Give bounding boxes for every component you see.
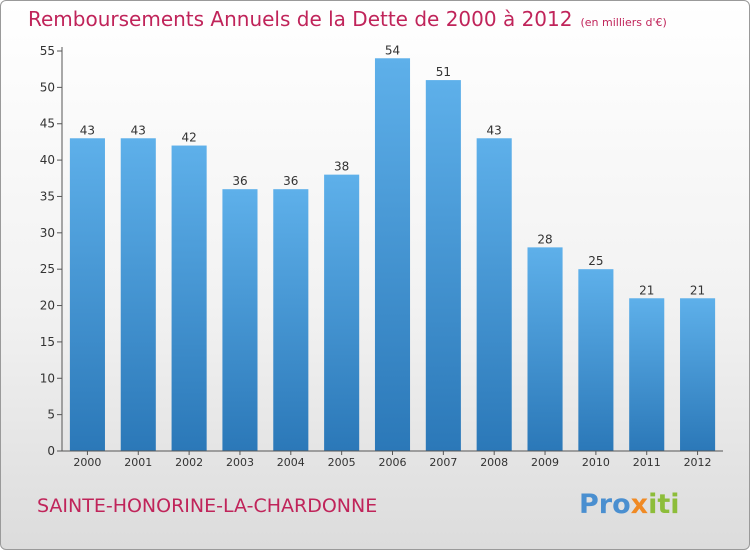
y-tick-label-25: 25 (40, 262, 55, 276)
y-tick-label-0: 0 (47, 444, 55, 458)
bar-2010 (578, 269, 614, 451)
y-tick-label-35: 35 (40, 189, 55, 203)
bar-2011 (629, 298, 665, 451)
data-label-2000: 43 (80, 123, 95, 137)
bar-2003 (222, 189, 258, 451)
data-label-2009: 28 (537, 232, 552, 246)
data-label-2010: 25 (588, 254, 603, 268)
bar-2002 (171, 145, 207, 451)
commune-name: SAINTE-HONORINE-LA-CHARDONNE (37, 495, 378, 517)
proxiti-logo: Proxiti (579, 489, 680, 520)
bar-2007 (425, 80, 461, 451)
bar-2005 (324, 174, 360, 452)
y-tick-label-30: 30 (40, 226, 55, 240)
bar-2000 (69, 138, 105, 452)
bar-2012 (680, 298, 716, 451)
bar-2001 (120, 138, 156, 452)
x-tick-label-2008: 2008 (480, 456, 508, 469)
x-tick-label-2009: 2009 (531, 456, 559, 469)
data-label-2007: 51 (436, 65, 451, 79)
data-label-2006: 54 (385, 43, 400, 57)
data-label-2005: 38 (334, 160, 349, 174)
data-label-2012: 21 (690, 283, 705, 297)
y-tick-label-10: 10 (40, 371, 55, 385)
chart-unit-note: (en milliers d'€) (580, 16, 667, 29)
data-label-2001: 43 (131, 123, 146, 137)
y-tick-label-15: 15 (40, 335, 55, 349)
x-tick-label-2002: 2002 (175, 456, 203, 469)
bars-group: 43 43 42 36 36 38 54 51 43 28 25 21 21 (69, 43, 716, 452)
bar-2009 (527, 247, 563, 451)
x-tick-label-2010: 2010 (582, 456, 610, 469)
y-tick-label-40: 40 (40, 153, 55, 167)
x-tick-label-2003: 2003 (226, 456, 254, 469)
x-tick-label-2000: 2000 (73, 456, 101, 469)
x-tick-label-2011: 2011 (633, 456, 661, 469)
data-label-2011: 21 (639, 283, 654, 297)
bar-2006 (374, 58, 411, 451)
x-tick-label-2005: 2005 (328, 456, 356, 469)
chart-title-block: Remboursements Annuels de la Dette de 20… (28, 7, 667, 31)
data-label-2008: 43 (487, 123, 502, 137)
data-label-2004: 36 (283, 174, 298, 188)
y-tick-label-45: 45 (40, 117, 55, 131)
x-tick-label-2007: 2007 (429, 456, 457, 469)
bar-2004 (273, 189, 309, 451)
x-tick-label-2001: 2001 (124, 456, 152, 469)
chart-title: Remboursements Annuels de la Dette de 20… (28, 7, 573, 31)
x-tick-label-2006: 2006 (379, 456, 407, 469)
axes-group: 2000 2001 2002 2003 2004 2005 2006 2007 2008 2009… (40, 44, 723, 469)
y-tick-label-50: 50 (40, 80, 55, 94)
x-tick-label-2012: 2012 (684, 456, 712, 469)
y-tick-label-55: 55 (40, 44, 55, 58)
bar-2008 (476, 138, 512, 452)
x-tick-label-2004: 2004 (277, 456, 305, 469)
data-label-2002: 42 (181, 131, 196, 145)
y-tick-label-20: 20 (40, 299, 55, 313)
y-tick-label-5: 5 (47, 408, 55, 422)
data-label-2003: 36 (232, 174, 247, 188)
